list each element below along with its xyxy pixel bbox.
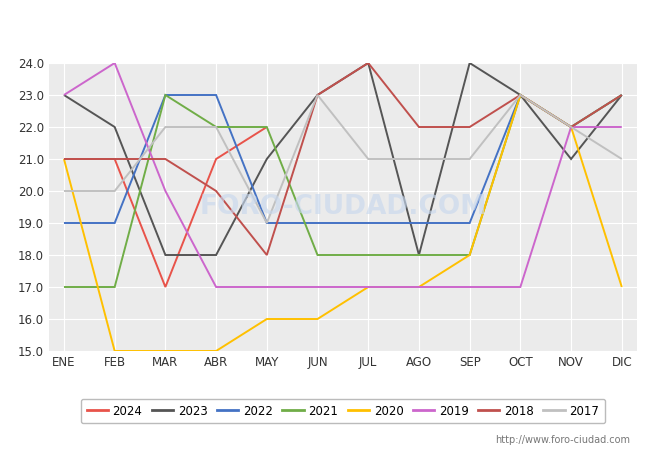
Text: http://www.foro-ciudad.com: http://www.foro-ciudad.com [495,435,630,445]
Text: FORO-CIUDAD.COM: FORO-CIUDAD.COM [199,194,487,220]
Legend: 2024, 2023, 2022, 2021, 2020, 2019, 2018, 2017: 2024, 2023, 2022, 2021, 2020, 2019, 2018… [81,399,605,423]
Text: Afiliados en Corral de Ayllón a 31/5/2024: Afiliados en Corral de Ayllón a 31/5/202… [148,11,502,30]
